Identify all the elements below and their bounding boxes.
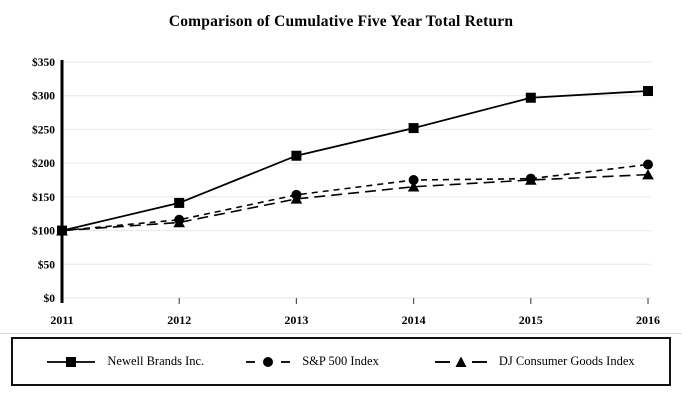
x-axis-tick-label: 2015 [519, 313, 543, 327]
solid-line-square-marker-icon [47, 356, 96, 367]
dashed-line-circle-marker-icon [246, 356, 291, 367]
data-point-triangle [642, 169, 654, 180]
series-line-2 [61, 173, 649, 232]
y-axis-tick-label: $150 [32, 191, 55, 204]
plot-area: $0 $50 $100 $150 $200 $250 $300 $350 2011 2012 201… [32, 56, 660, 327]
y-axis-tick-label: $50 [38, 258, 56, 271]
data-point-square [525, 92, 536, 103]
data-point-square [57, 225, 67, 236]
x-axis-tick-label: 2013 [284, 313, 308, 327]
chart-title: Comparison of Cumulative Five Year Total… [168, 13, 514, 30]
y-axis-tick-label: $250 [32, 123, 55, 136]
horizontal-divider [0, 333, 682, 334]
dashed-line-triangle-marker-icon [434, 356, 487, 367]
legend-label-dj-consumer-goods: DJ Consumer Goods Index [498, 354, 635, 368]
x-axis-tick-label: 2014 [402, 313, 426, 327]
legend-item-dj-consumer-goods: DJ Consumer Goods Index [434, 354, 635, 369]
legend-label-sp500: S&P 500 Index [302, 354, 379, 368]
data-point-circle [174, 214, 185, 225]
x-axis-tick-label: 2011 [50, 313, 73, 327]
data-point-square [174, 197, 185, 208]
series-line-1 [61, 163, 649, 232]
data-point-circle [525, 173, 536, 184]
data-point-circle [408, 175, 419, 185]
legend-item-newell: Newell Brands Inc. [47, 354, 204, 369]
y-axis-tick-label: $300 [32, 90, 55, 103]
y-axis-tick-label: $0 [44, 292, 56, 305]
data-point-square [291, 150, 302, 161]
legend-item-sp500: S&P 500 Index [246, 354, 379, 369]
y-axis-tick-label: $200 [32, 157, 55, 170]
data-point-circle [643, 159, 653, 170]
y-axis-tick-label: $350 [32, 56, 55, 69]
data-point-square [643, 85, 653, 96]
legend: Newell Brands Inc. S&P 500 Index DJ Cons… [11, 337, 671, 386]
series-line-0 [61, 90, 649, 232]
data-point-circle [291, 189, 302, 200]
legend-label-newell: Newell Brands Inc. [107, 354, 205, 368]
x-axis-tick-label: 2016 [636, 313, 660, 327]
data-point-square [408, 123, 419, 134]
y-axis-tick-label: $100 [32, 225, 55, 238]
data-point-triangle [407, 181, 420, 192]
x-axis-tick-label: 2012 [167, 313, 191, 327]
